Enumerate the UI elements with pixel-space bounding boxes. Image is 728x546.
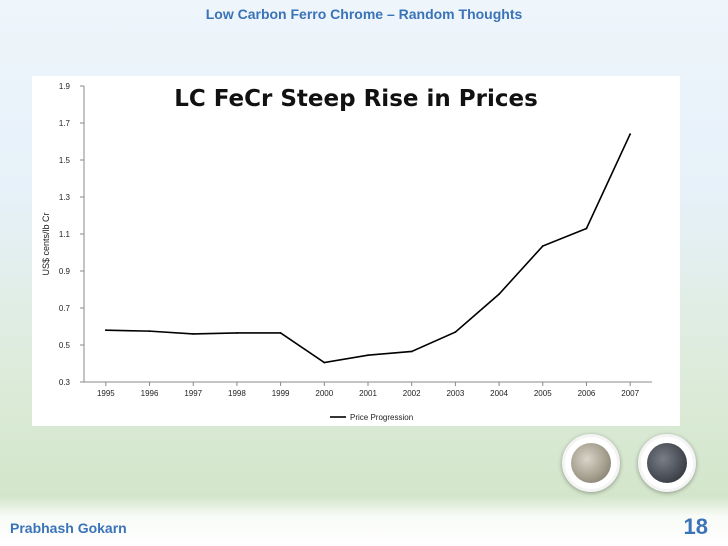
legend-label: Price Progression [350,413,413,422]
page-number: 18 [683,514,708,539]
x-tick-label: 1997 [184,389,202,398]
x-tick-label: 2005 [534,389,552,398]
x-tick-label: 1998 [228,389,246,398]
data-point [104,329,107,332]
price-line-chart: 0.3 0.5 0.7 0.9 1.1 1.3 1.5 1.7 1.9 1995 1996 1997 1… [41,82,652,422]
y-tick-label: 1.7 [59,119,71,128]
y-axis-label: US$ cents/lb Cr [41,212,51,275]
slide-header-title: Low Carbon Ferro Chrome – Random Thought… [205,6,523,22]
data-point [498,293,500,296]
y-tick-label: 0.5 [59,341,71,350]
y-tick-label: 1.3 [59,193,71,202]
x-tick-label: 2007 [621,389,639,398]
x-tick-label: 2004 [490,389,508,398]
author-name: Prabhash Gokarn [10,520,127,536]
data-point [236,332,238,334]
x-tick-label: 2003 [446,389,464,398]
ore-sample-dark-image [638,434,696,492]
data-point [192,333,195,335]
x-tick-label: 1995 [97,389,115,398]
x-tick-label: 1996 [141,389,159,398]
y-tick-label: 0.7 [59,304,71,313]
y-tick-label: 1.9 [59,82,71,91]
data-point [279,332,282,334]
x-tick-label: 1999 [272,389,290,398]
y-tick-label: 0.3 [59,378,71,387]
x-tick-label: 2002 [403,389,421,398]
series-line-price-progression [105,133,631,364]
y-tick-label: 1.5 [59,156,71,165]
footer-band [0,496,728,546]
data-point [323,361,326,364]
data-point [454,331,457,333]
data-point [541,245,544,247]
data-point [367,354,369,357]
data-point [629,133,632,135]
x-tick-label: 2000 [315,389,333,398]
ore-sample-light-image [562,434,620,492]
data-point [148,330,151,333]
y-tick-label: 0.9 [59,267,71,276]
x-tick-label: 2006 [578,389,596,398]
data-point [585,227,588,230]
data-point [410,350,413,353]
y-tick-label: 1.1 [59,230,71,239]
chart-panel: 0.3 0.5 0.7 0.9 1.1 1.3 1.5 1.7 1.9 1995 1996 1997 1… [32,76,680,426]
chart-title: LC FeCr Steep Rise in Prices [174,86,538,112]
x-tick-label: 2001 [359,389,377,398]
